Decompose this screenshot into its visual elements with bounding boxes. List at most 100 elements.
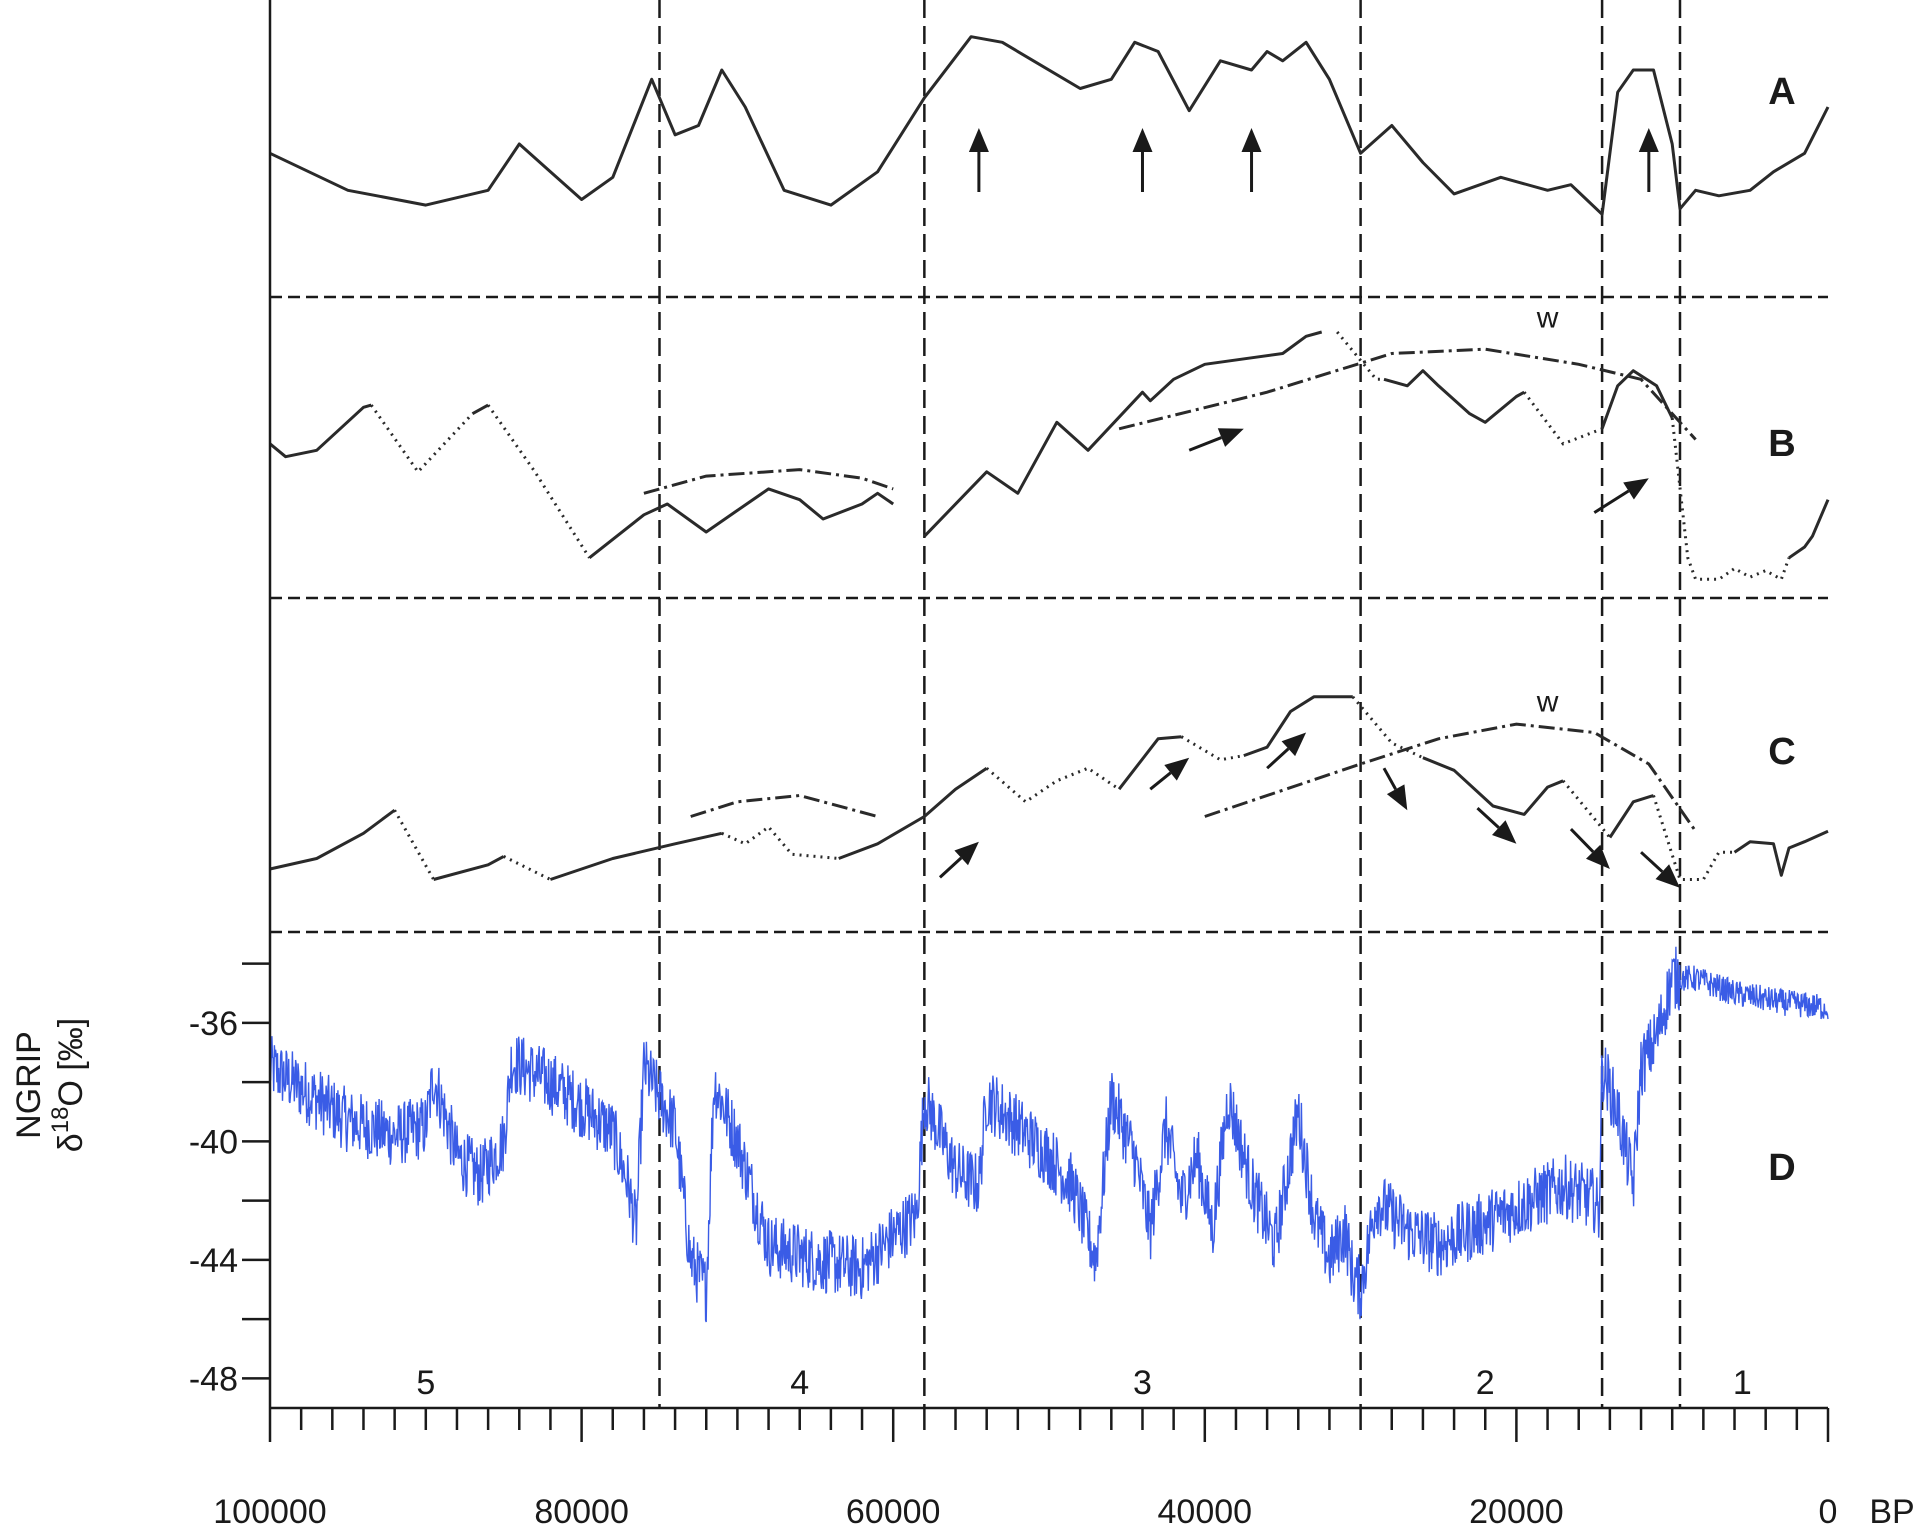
panel-a-arrow-4-head [1638, 128, 1659, 152]
stage-label-4: 4 [790, 1364, 809, 1402]
panel-c-arrow-6-head [1586, 844, 1610, 869]
panel-c-arrow-7-head [1655, 864, 1680, 888]
panel-c-arrow-6-shaft [1569, 828, 1595, 853]
panel-b-arrow-1 [1188, 428, 1244, 452]
panel-b-arrow-2-shaft [1593, 489, 1630, 514]
y-tick-label: -40 [189, 1123, 238, 1161]
stage-label-5: 5 [416, 1364, 435, 1402]
panel-c-dotted-segment-1 [393, 809, 435, 881]
panel-c-dashdot-segment-1 [690, 793, 878, 818]
panel-c-arrow-4-shaft [1382, 767, 1397, 790]
labels-layer: 100000 80000 60000 40000 20000 0 BP -36 -40 -44 -4… [10, 71, 1915, 1529]
panel-b-layer: w [269, 302, 1830, 582]
panel-a-arrow-1-head [968, 128, 989, 152]
y-axis-label-sup: 18 [47, 1107, 74, 1134]
panel-c-dotted-segment-5 [1180, 735, 1245, 762]
panel-a-layer [269, 35, 1830, 216]
y-axis-label-rest: O [‰] [52, 1018, 90, 1107]
x-tick-label: 20000 [1469, 1493, 1564, 1529]
panel-c-solid-segment-5 [1117, 735, 1182, 791]
panel-c-layer: w [269, 686, 1829, 888]
y-axis-label-delta: δ [52, 1133, 90, 1152]
panel-b-dashdot-segment-2 [1118, 347, 1697, 441]
panel-c-solid-segment-7 [1422, 756, 1564, 816]
panel-b-dotted-segment-5 [1670, 417, 1791, 582]
panel-c-dotted-segment-8 [1652, 795, 1735, 881]
panel-c-arrow-2 [1149, 757, 1190, 791]
x-tick-label: 100000 [213, 1493, 326, 1529]
panel-b-w-label: w [1536, 302, 1559, 335]
panel-c-arrow-4 [1382, 767, 1408, 811]
panel-c-dotted-segment-7 [1561, 779, 1612, 839]
panel-b-solid-segment-4 [923, 330, 1323, 538]
ngrip-series-line [269, 946, 1829, 1323]
panel-c-arrow-1-shaft [938, 856, 963, 879]
y-tick-label: -48 [189, 1360, 238, 1398]
panel-c-solid-segment-1 [269, 808, 396, 871]
panel-c-arrow-3 [1266, 732, 1307, 770]
panel-c-solid-segment-4 [838, 766, 988, 860]
panel-c-arrow-6 [1569, 828, 1610, 869]
panel-label-d: D [1768, 1147, 1795, 1189]
separators-layer [270, 295, 1828, 934]
panel-label-c: C [1768, 731, 1795, 773]
x-tick-label: 80000 [534, 1493, 629, 1529]
panel-c-arrow-3-head [1281, 732, 1307, 757]
panel-c-dotted-segment-4 [985, 766, 1120, 804]
panel-c-arrow-3-shaft [1266, 747, 1290, 770]
y-axis-label-line1: NGRIP [10, 1031, 48, 1139]
ngrip-layer [269, 946, 1829, 1323]
panel-c-arrow-7 [1640, 851, 1680, 888]
panel-c-arrow-5-shaft [1476, 806, 1500, 829]
panel-b-dotted-segment-4 [1523, 391, 1603, 446]
panel-b-arrow-1-shaft [1188, 436, 1222, 452]
panel-a-arrow-3-head [1241, 128, 1262, 152]
panel-b-solid-segment-3 [588, 487, 895, 559]
panel-c-dotted-segment-2 [503, 855, 552, 881]
panel-c-solid-segment-6 [1243, 695, 1353, 758]
panel-a-arrow-4 [1638, 128, 1659, 192]
panel-a-arrow-2-head [1132, 128, 1153, 152]
panel-c-solid-segment-9 [1733, 829, 1829, 877]
panel-c-arrow-1 [938, 841, 979, 879]
panel-label-b: B [1768, 423, 1795, 465]
panel-c-dotted-segment-3 [721, 824, 839, 860]
y-axis-label-line2: δ18O [‰] [47, 1018, 90, 1152]
panel-c-arrow-2-shaft [1149, 771, 1172, 791]
panel-c-dashdot-segment-2 [1204, 722, 1697, 833]
panel-b-solid-segment-5 [1383, 369, 1525, 424]
panel-c-arrow-4-head [1386, 784, 1408, 811]
panel-a-arrow-3 [1241, 128, 1262, 192]
panel-b-dotted-segment-2 [486, 404, 591, 559]
panel-b-solid-segment-7 [1788, 499, 1830, 560]
panel-b-solid-segment-6 [1600, 369, 1674, 430]
panel-b-solid-segment-2 [471, 403, 489, 416]
y-tick-label: -44 [189, 1242, 238, 1280]
x-tick-label: 40000 [1158, 1493, 1253, 1529]
stage-boundaries-layer [658, 0, 1682, 1408]
stage-label-1: 1 [1733, 1364, 1752, 1402]
panel-a-curve [269, 35, 1830, 216]
axes-layer [242, 0, 1830, 1442]
x-tick-label: 0 [1819, 1493, 1838, 1529]
stage-label-3: 3 [1133, 1364, 1152, 1402]
panel-c-arrow-7-shaft [1640, 851, 1664, 873]
panel-c-arrow-5-head [1492, 820, 1517, 844]
panel-c-arrow-5 [1476, 806, 1517, 844]
panel-c-solid-segment-8 [1608, 794, 1654, 839]
panel-b-arrow-2-head [1623, 478, 1649, 500]
panel-c-solid-segment-2 [433, 855, 505, 881]
panel-b-dotted-segment-1 [370, 404, 474, 475]
stage-label-2: 2 [1476, 1364, 1495, 1402]
panel-c-w-label: w [1536, 686, 1559, 719]
panel-b-dashdot-segment-1 [643, 468, 894, 495]
panel-b-arrow-1-head [1217, 428, 1244, 447]
panel-c-arrow-2-head [1164, 757, 1190, 781]
panel-c-arrow-1-head [954, 841, 979, 866]
x-axis-unit-label: BP [1869, 1493, 1914, 1529]
panel-b-solid-segment-1 [269, 403, 372, 459]
y-tick-label: -36 [189, 1005, 238, 1043]
panel-label-a: A [1768, 71, 1795, 113]
